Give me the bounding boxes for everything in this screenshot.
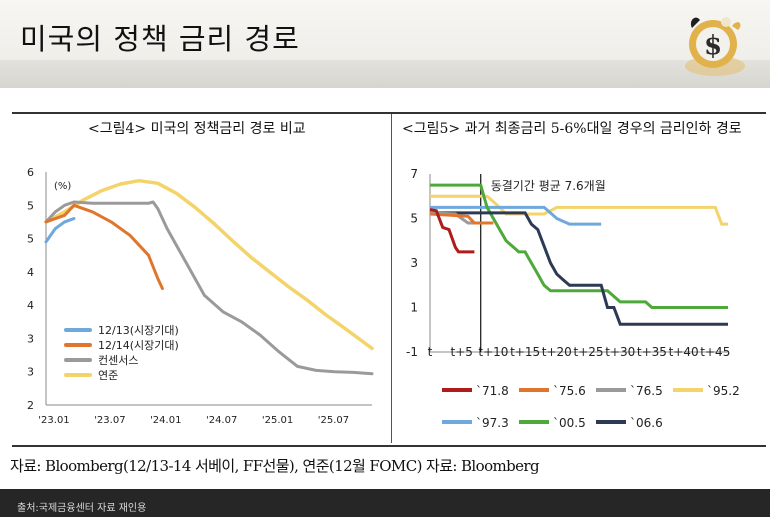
money-bag-logo-icon: $ [685,17,745,76]
freeze-period-annotation: 동결기간 평균 7.6개월 [491,179,606,193]
legend-label: 연준 [98,369,118,382]
legend-label: `00.5 [553,416,586,430]
y-tick-label: 6 [27,166,34,179]
y-tick-label: 5 [27,233,34,246]
header-band [0,60,770,88]
y-tick-label: 7 [410,167,418,181]
y-tick-label: 4 [27,299,34,312]
x-tick-label: t+40 [669,345,699,359]
page-title: 미국의 정책 금리 경로 [20,22,300,56]
chart-panels-frame [12,112,766,447]
series-line [44,217,76,244]
x-tick-label: t+5 [450,345,472,359]
footer-bar [0,489,770,517]
x-tick-label: '24.07 [206,415,237,426]
x-tick-label: t+15 [510,345,540,359]
footer-credit: 출처:국제금융센터 자료 재인용 [17,503,147,514]
x-tick-label: t+10 [478,345,508,359]
legend-label: `75.6 [553,384,586,398]
legend-label: `76.5 [630,384,663,398]
legend-label: `97.3 [476,416,509,430]
source-note: 자료: Bloomberg(12/13-14 서베이, FF선물), 연준(12… [10,457,540,475]
y-tick-label: 4 [27,266,34,279]
legend-label: 컨센서스 [98,354,138,367]
svg-text:$: $ [704,31,722,61]
series-line [429,212,494,225]
y-tick-label: 1 [410,301,418,315]
legend-label: `95.2 [707,384,740,398]
x-tick-label: '24.01 [150,415,181,426]
legend-label: 12/13(시장기대) [98,324,179,337]
y-tick-label: 5 [410,212,418,226]
y-tick-label: 3 [27,332,34,345]
x-tick-label: t+20 [542,345,572,359]
legend-label: `06.6 [630,416,663,430]
x-tick-label: t [428,345,433,359]
x-tick-label: t+25 [573,345,603,359]
legend-label: `71.8 [476,384,509,398]
x-tick-label: t+45 [700,345,730,359]
series-line [430,211,728,326]
y-tick-label: 5 [27,199,34,212]
panel-divider [391,114,392,443]
right-chart-title: <그림5> 과거 최종금리 5-6%대일 경우의 금리인하 경로 [402,121,742,137]
x-tick-label: '23.01 [38,415,69,426]
x-tick-label: t+30 [605,345,635,359]
y-tick-label: 3 [410,256,418,270]
series-line [44,203,164,290]
y-axis-unit-label: (%) [54,181,71,192]
series-line [430,183,728,309]
series-line [430,205,602,226]
x-tick-label: '25.07 [318,415,349,426]
x-tick-label: '25.01 [262,415,293,426]
series-line [44,178,374,351]
left-chart-title: <그림4> 미국의 정책금리 경로 비교 [88,121,306,137]
series-line [44,200,374,376]
y-tick-label: -1 [406,345,418,359]
x-tick-label: t+35 [637,345,667,359]
series-line [429,208,475,254]
series-line [430,194,728,226]
y-tick-label: 2 [27,399,34,412]
x-tick-label: '23.07 [94,415,125,426]
y-tick-label: 3 [27,366,34,379]
legend-label: 12/14(시장기대) [98,339,179,352]
